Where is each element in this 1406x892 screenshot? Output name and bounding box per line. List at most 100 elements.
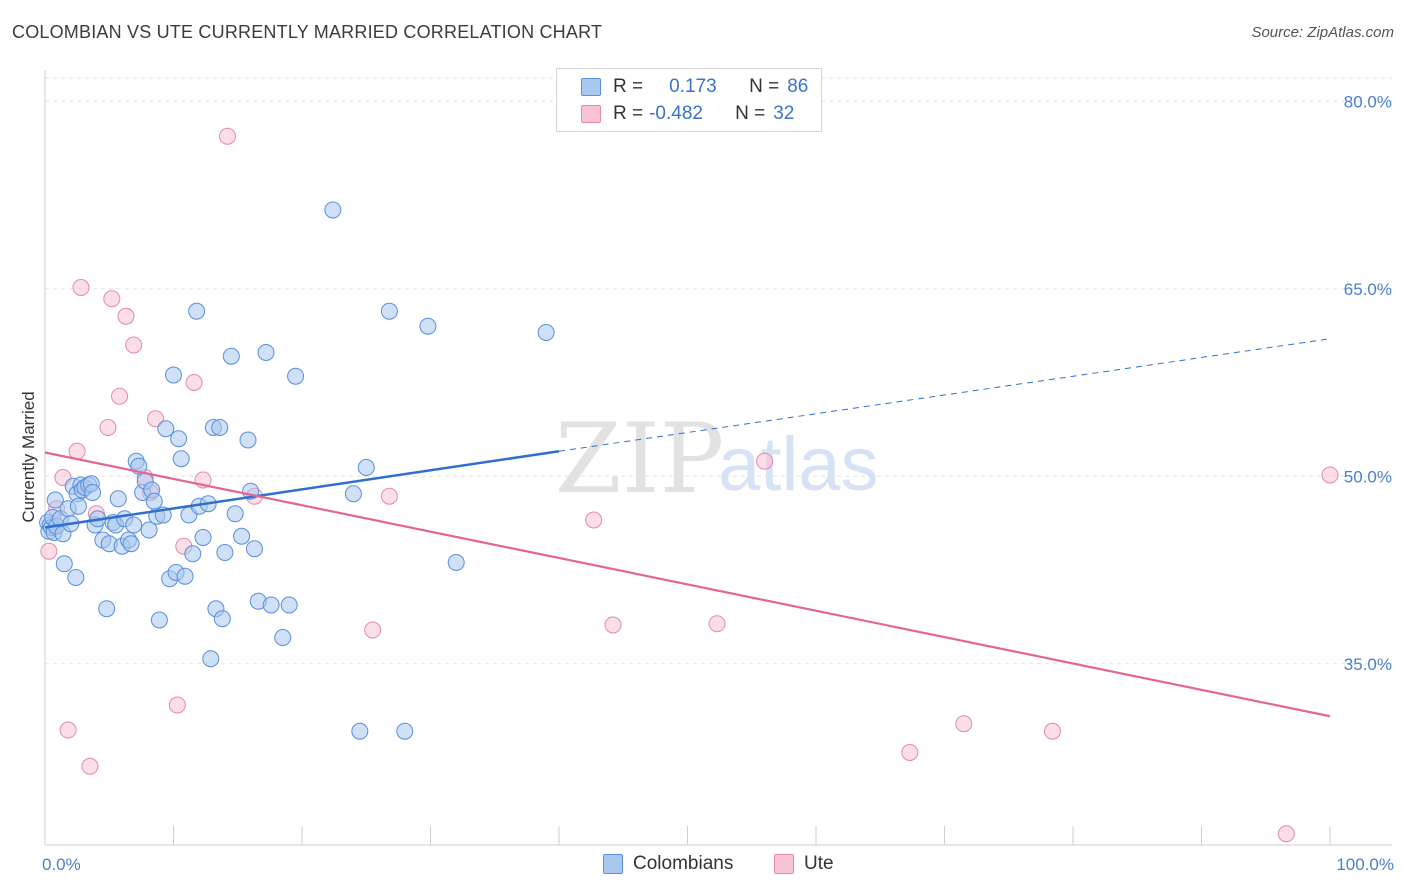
colombian-point xyxy=(202,650,220,668)
x-tick-label: 100.0% xyxy=(1336,855,1394,874)
colombian-point xyxy=(145,492,163,510)
colombian-point xyxy=(239,431,257,449)
ute-point xyxy=(125,336,143,354)
colombian-point xyxy=(351,722,369,740)
legend-r-label: R = xyxy=(613,76,644,97)
bottom-legend-ute: Ute xyxy=(774,852,834,876)
ute-trend-line xyxy=(44,451,1331,718)
stats-legend: R = 0.173 N = 86 R = -0.482 N = 32 xyxy=(556,68,822,132)
legend-swatch-colombians xyxy=(581,78,601,96)
ute-point xyxy=(708,615,726,633)
ute-point xyxy=(81,757,99,775)
legend-r-label: R = xyxy=(613,103,644,124)
legend-n-label: N = xyxy=(749,76,780,97)
colombian-point xyxy=(184,545,202,563)
colombian-point xyxy=(165,366,182,384)
ute-point xyxy=(168,696,186,714)
legend-row-ute: R = -0.482 N = 32 xyxy=(581,101,794,127)
watermark-atlas: atlas xyxy=(718,422,879,507)
colombian-point xyxy=(233,527,251,545)
axes xyxy=(44,70,1392,846)
colombian-point xyxy=(222,347,240,365)
ute-point xyxy=(147,410,165,428)
ute-point xyxy=(40,542,58,560)
y-axis-label: Currently Married xyxy=(19,391,38,522)
colombian-point xyxy=(67,569,85,586)
colombian-point xyxy=(245,540,263,558)
watermark-zip: ZIP xyxy=(555,403,724,515)
chart-title: COLOMBIAN VS UTE CURRENTLY MARRIED CORRE… xyxy=(12,22,603,42)
colombian-point xyxy=(213,610,231,628)
colombian-point xyxy=(537,324,555,341)
legend-row-colombians: R = 0.173 N = 86 xyxy=(581,74,808,100)
colombian-points xyxy=(39,201,555,740)
colombian-point xyxy=(157,420,175,438)
bottom-legend-label-ute: Ute xyxy=(804,853,834,874)
colombian-point xyxy=(172,450,190,468)
colombian-point xyxy=(98,600,116,618)
colombian-point xyxy=(69,497,87,515)
ute-point xyxy=(1321,466,1339,484)
tick-labels: 80.0% 65.0% 50.0% 35.0% 0.0% 100.0% xyxy=(42,92,1394,874)
bottom-legend-label-colombians: Colombians xyxy=(633,853,734,874)
ute-point xyxy=(218,127,236,145)
x-tick-label: 0.0% xyxy=(42,855,81,874)
colombian-point xyxy=(109,490,127,508)
ute-point xyxy=(103,290,121,308)
bottom-legend-colombians: Colombians xyxy=(603,852,733,876)
colombian-point xyxy=(125,516,143,534)
colombian-point xyxy=(150,611,168,629)
ute-point xyxy=(604,616,622,634)
colombian-point xyxy=(262,596,280,614)
colombian-point xyxy=(188,302,206,320)
ute-point xyxy=(72,279,90,296)
colombian-point xyxy=(170,430,188,448)
y-tick-label: 35.0% xyxy=(1344,655,1392,674)
colombian-point xyxy=(344,485,362,503)
colombian-point xyxy=(216,544,234,561)
colombian-point xyxy=(357,459,375,476)
y-tick-label: 65.0% xyxy=(1344,280,1392,299)
colombian-point xyxy=(396,722,414,740)
ute-point xyxy=(901,744,919,761)
ute-point xyxy=(185,374,203,391)
colombian-point xyxy=(324,201,342,219)
legend-n-label: N = xyxy=(735,103,766,124)
legend-n-value: 32 xyxy=(773,103,795,124)
y-tick-label: 80.0% xyxy=(1344,92,1392,111)
legend-r-value: -0.482 xyxy=(649,103,703,124)
colombian-point xyxy=(140,521,158,539)
ute-point xyxy=(380,487,398,505)
ute-point xyxy=(1043,722,1061,740)
colombian-trend-projection xyxy=(558,338,1331,452)
colombian-point xyxy=(211,419,229,436)
y-tick-label: 50.0% xyxy=(1344,467,1392,486)
watermark: ZIP atlas xyxy=(555,403,879,515)
trend-lines xyxy=(44,338,1331,718)
colombian-point xyxy=(447,554,465,571)
colombian-point xyxy=(419,317,437,335)
ute-point xyxy=(364,621,382,639)
colombian-point xyxy=(274,629,292,646)
colombian-point xyxy=(55,555,73,573)
colombian-point xyxy=(84,484,102,501)
legend-n-value: 86 xyxy=(787,76,809,97)
source-credit: Source: ZipAtlas.com xyxy=(1251,24,1394,41)
bottom-swatch-colombians xyxy=(603,854,623,874)
ute-point xyxy=(117,307,135,325)
gridlines xyxy=(45,77,1392,665)
colombian-point xyxy=(257,344,275,361)
colombian-point xyxy=(122,535,140,553)
ute-point xyxy=(955,715,973,733)
ute-point xyxy=(756,452,774,470)
colombian-point xyxy=(46,491,64,509)
colombian-point xyxy=(380,302,398,320)
legend-swatch-ute xyxy=(581,105,601,123)
colombian-point xyxy=(194,529,212,546)
colombian-point xyxy=(280,596,298,614)
colombian-trend-line xyxy=(44,450,560,529)
ute-point xyxy=(585,511,603,529)
colombian-point xyxy=(176,567,194,585)
ute-point xyxy=(99,419,117,436)
